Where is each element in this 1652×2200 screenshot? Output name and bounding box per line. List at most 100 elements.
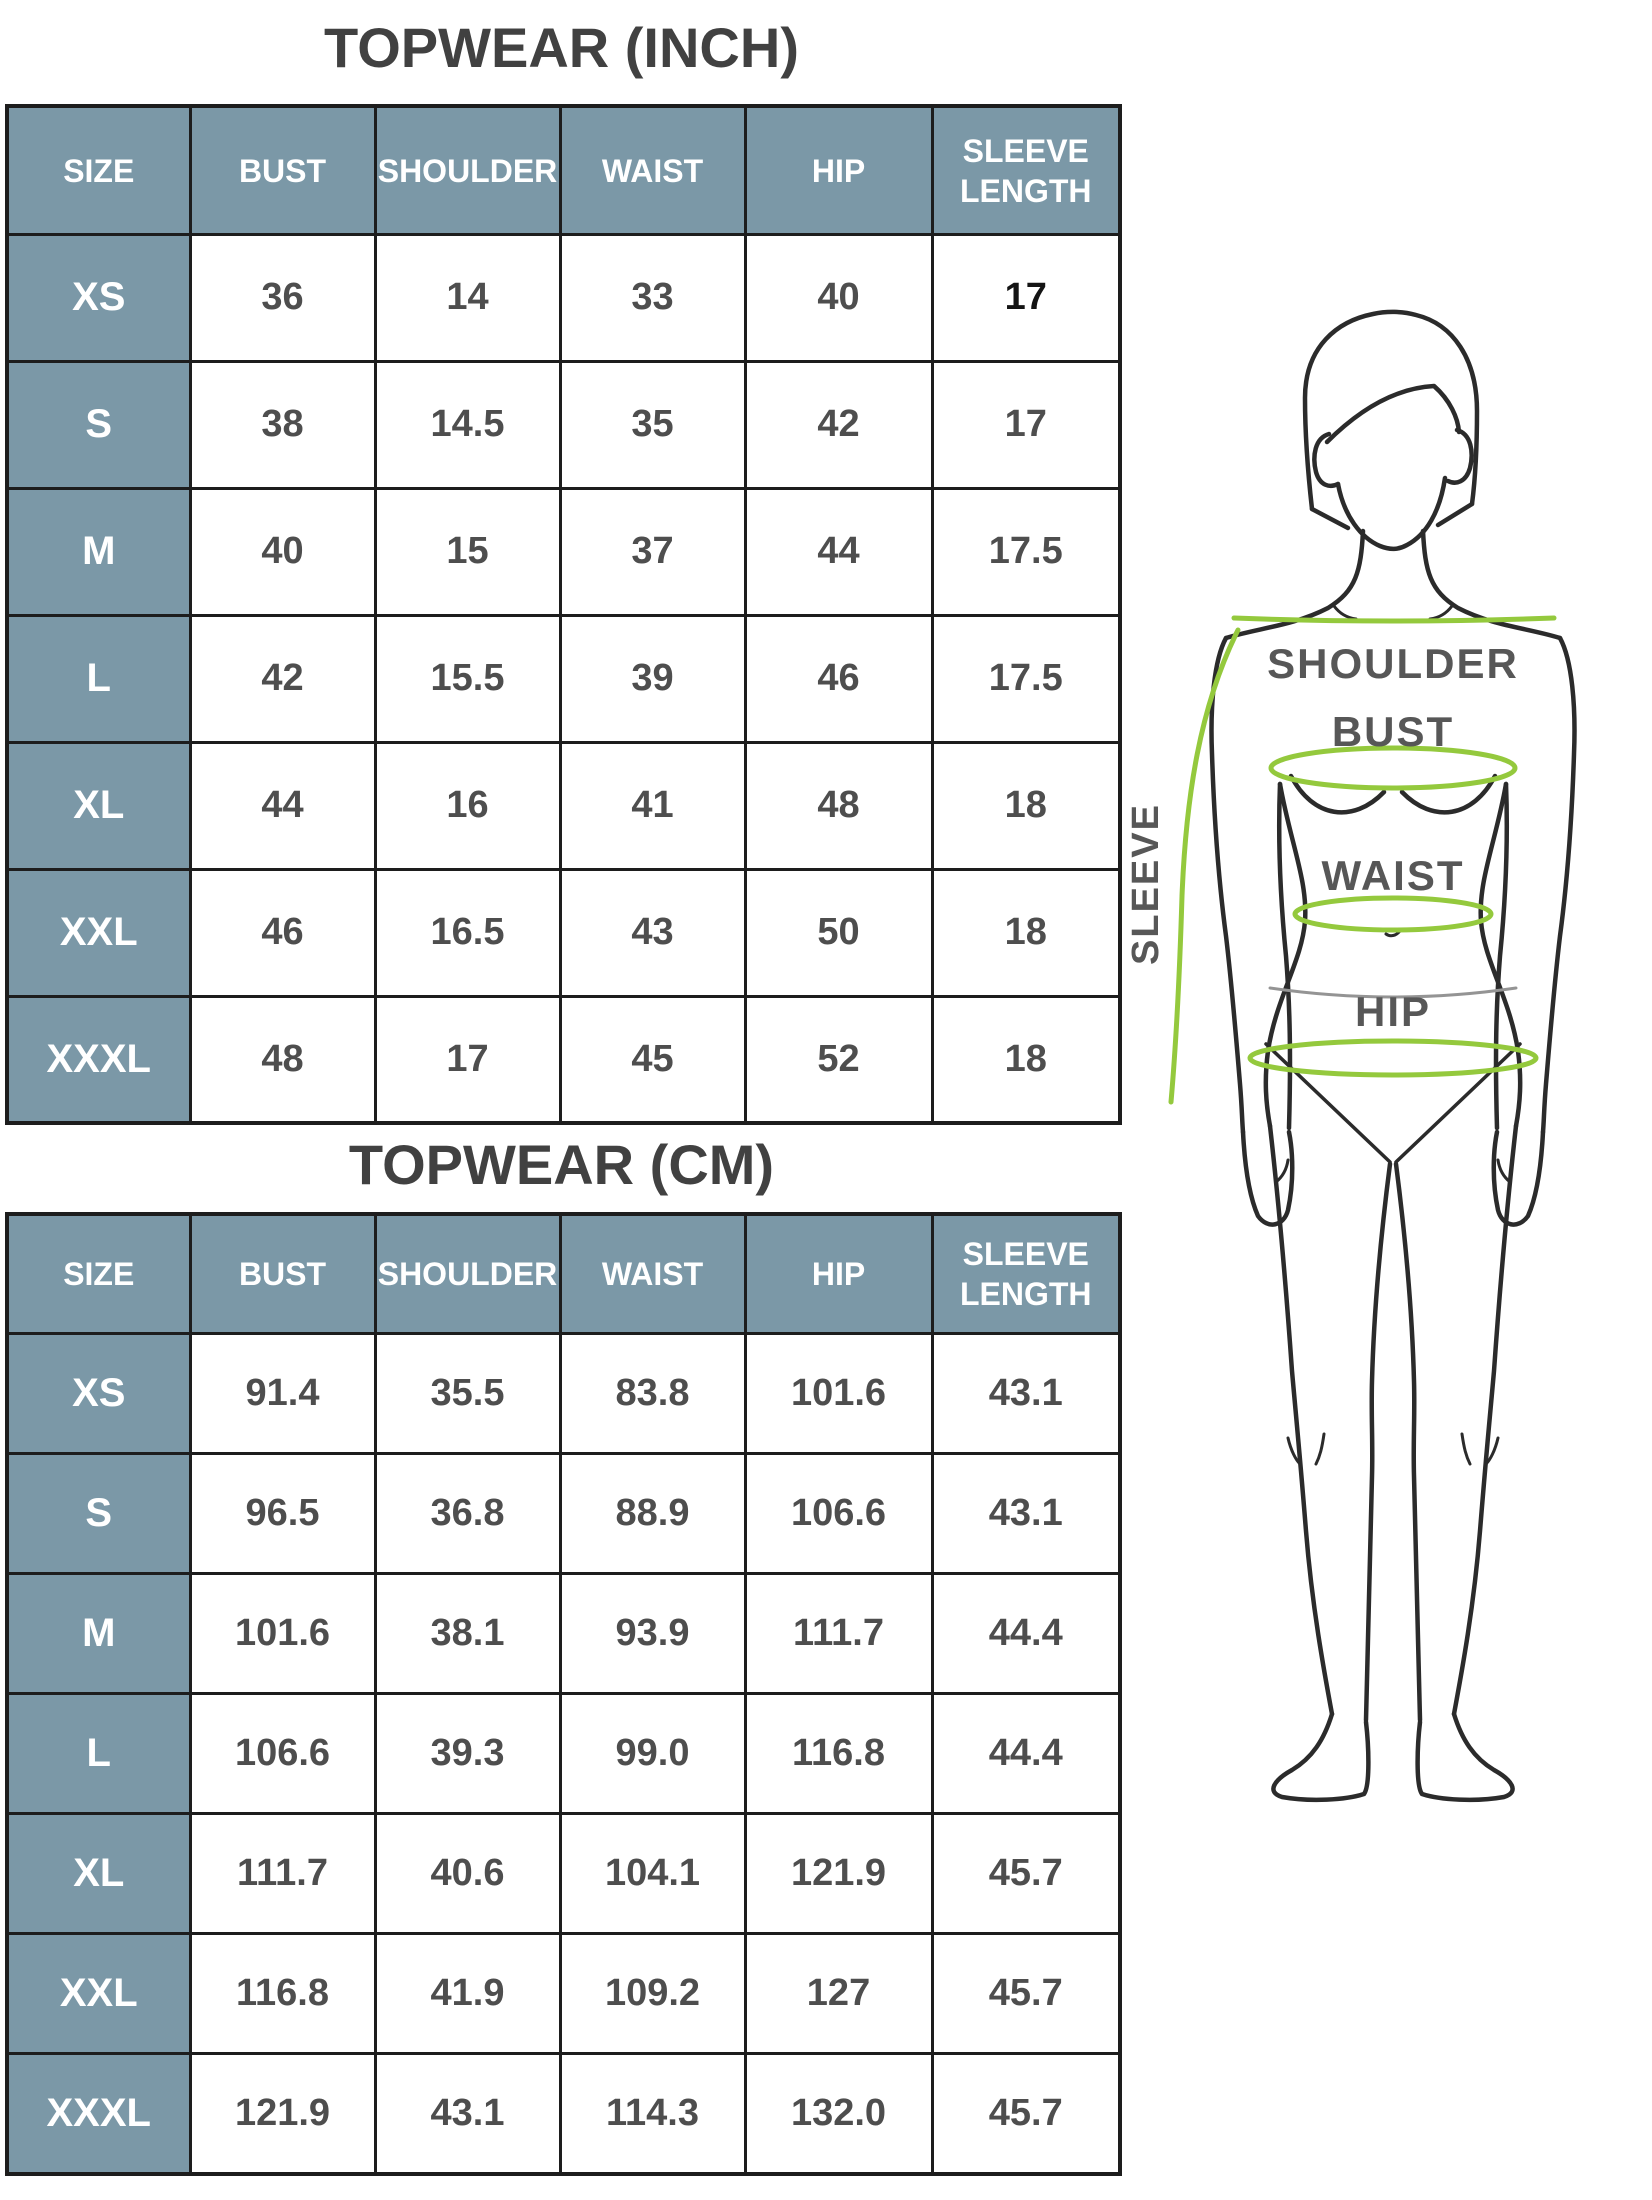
size-cell: XL [5,740,192,871]
value-cell: 132.0 [743,2052,934,2176]
value-cell: 18 [930,994,1122,1125]
value-cell: 99.0 [558,1692,747,1816]
value-cell: 48 [188,994,377,1125]
size-cell: M [5,486,192,617]
column-header-hip: HIP [743,104,934,236]
value-cell: 50 [743,867,934,998]
size-cell: L [5,613,192,744]
size-cell: L [5,1692,192,1816]
value-cell: 121.9 [188,2052,377,2176]
value-cell: 38.1 [373,1572,562,1696]
value-cell: 42 [188,613,377,744]
value-cell: 91.4 [188,1332,377,1456]
value-cell: 15 [373,486,562,617]
value-cell: 44 [188,740,377,871]
size-cell: XXL [5,1932,192,2056]
shoulder-measure-line [1231,615,1557,624]
value-cell: 127 [743,1932,934,2056]
value-cell: 45.7 [930,1932,1122,2056]
value-cell: 114.3 [558,2052,747,2176]
value-cell: 45.7 [930,2052,1122,2176]
value-cell: 40 [188,486,377,617]
value-cell: 14 [373,232,562,363]
table-row: S 96.5 36.8 88.9 106.6 43.1 [5,1452,1122,1576]
value-cell: 17 [930,232,1122,363]
figure-labels: SHOULDER BUST WAIST HIP SLEEVE [1125,640,1519,1035]
table-title-inch: TOPWEAR (INCH) [324,16,799,79]
value-cell: 44.4 [930,1572,1122,1696]
value-cell: 16.5 [373,867,562,998]
value-cell: 121.9 [743,1812,934,1936]
size-cell: XXL [5,867,192,998]
value-cell: 38 [188,359,377,490]
measurement-lines [1168,615,1557,1105]
size-table-cm: SIZE BUST SHOULDER WAIST HIP SLEEVE LENG… [5,1211,1122,2176]
value-cell: 33 [558,232,747,363]
column-header-shoulder: SHOULDER [373,1212,562,1336]
value-cell: 41 [558,740,747,871]
column-header-waist: WAIST [558,104,747,236]
value-cell: 43 [558,867,747,998]
column-header-size: SIZE [5,1212,192,1336]
column-header-bust: BUST [188,104,377,236]
size-cell: XS [5,1332,192,1456]
value-cell: 111.7 [743,1572,934,1696]
value-cell: 42 [743,359,934,490]
value-cell: 44 [743,486,934,617]
value-cell: 116.8 [188,1932,377,2056]
value-cell: 106.6 [188,1692,377,1816]
size-cell: XL [5,1812,192,1936]
value-cell: 93.9 [558,1572,747,1696]
value-cell: 52 [743,994,934,1125]
value-cell: 15.5 [373,613,562,744]
table-title-cm: TOPWEAR (CM) [348,1133,775,1197]
value-cell: 18 [930,867,1122,998]
value-cell: 109.2 [558,1932,747,2056]
table-row: M 101.6 38.1 93.9 111.7 44.4 [5,1572,1122,1696]
value-cell: 17.5 [930,613,1122,744]
column-header-sleeve-length: SLEEVE LENGTH [930,1212,1122,1336]
table-row: L 42 15.5 39 46 17.5 [5,613,1122,744]
column-header-waist: WAIST [558,1212,747,1336]
value-cell: 48 [743,740,934,871]
column-header-shoulder: SHOULDER [373,104,562,236]
body-figure-illustration: SHOULDER BUST WAIST HIP SLEEVE [1125,309,1577,1803]
value-cell: 46 [188,867,377,998]
hip-label: HIP [1355,988,1431,1035]
waist-label: WAIST [1322,852,1465,899]
table-row: XXL 46 16.5 43 50 18 [5,867,1122,998]
value-cell: 43.1 [373,2052,562,2176]
bust-measure-line [1268,745,1518,791]
value-cell: 16 [373,740,562,871]
measurement-figure: SHOULDER BUST WAIST HIP SLEEVE [1125,276,1650,1808]
table-row: XL 44 16 41 48 18 [5,740,1122,871]
value-cell: 36.8 [373,1452,562,1576]
size-cell: XXXL [5,994,192,1125]
value-cell: 41.9 [373,1932,562,2056]
value-cell: 35 [558,359,747,490]
size-cell: XXXL [5,2052,192,2176]
table-row: XXXL 48 17 45 52 18 [5,994,1122,1125]
value-cell: 17.5 [930,486,1122,617]
value-cell: 39 [558,613,747,744]
value-cell: 36 [188,232,377,363]
column-header-sleeve-length: SLEEVE LENGTH [930,104,1122,236]
waist-measure-line [1292,895,1494,933]
value-cell: 45.7 [930,1812,1122,1936]
size-charts-column: TOPWEAR (INCH) SIZE BUST SHOULDER WAIST … [5,0,1122,2176]
value-cell: 101.6 [743,1332,934,1456]
value-cell: 96.5 [188,1452,377,1576]
value-cell: 17 [930,359,1122,490]
sleeve-label: SLEEVE [1128,803,1167,965]
table-row: L 106.6 39.3 99.0 116.8 44.4 [5,1692,1122,1816]
value-cell: 17 [373,994,562,1125]
table-row: M 40 15 37 44 17.5 [5,486,1122,617]
bust-label: BUST [1332,708,1454,755]
value-cell: 44.4 [930,1692,1122,1816]
value-cell: 40.6 [373,1812,562,1936]
table-row: XS 36 14 33 40 17 [5,232,1122,363]
size-cell: S [5,359,192,490]
table-row: S 38 14.5 35 42 17 [5,359,1122,490]
value-cell: 43.1 [930,1452,1122,1576]
shoulder-label: SHOULDER [1267,640,1519,687]
